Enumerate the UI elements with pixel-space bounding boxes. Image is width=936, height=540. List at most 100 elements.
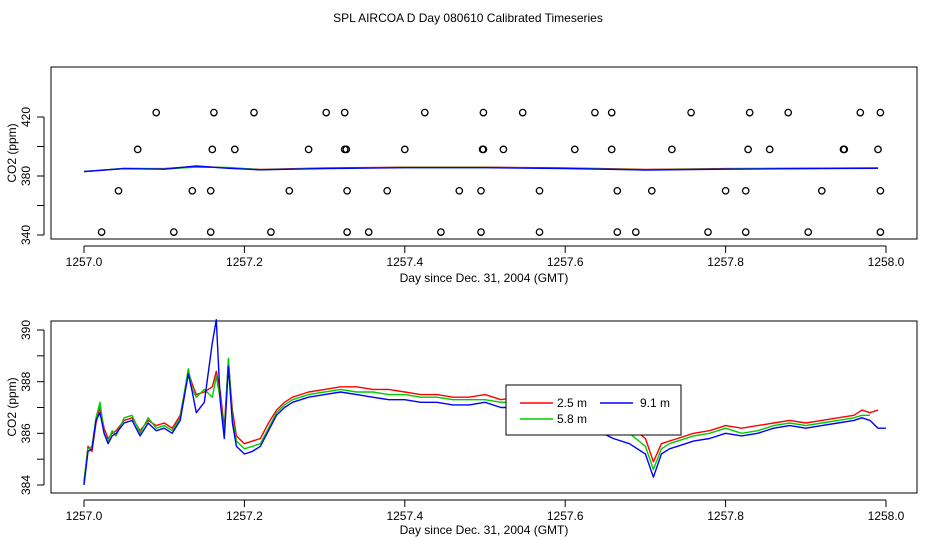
series-group-bottom bbox=[83, 319, 886, 486]
data-point-marker bbox=[267, 228, 275, 236]
data-point-marker bbox=[304, 145, 313, 154]
x-axis-label-bottom: Day since Dec. 31, 2004 (GMT) bbox=[400, 523, 569, 537]
data-point-marker bbox=[535, 228, 544, 236]
data-point-marker bbox=[343, 228, 351, 236]
data-point-marker bbox=[499, 145, 508, 154]
data-point-marker bbox=[613, 228, 622, 236]
data-point-marker bbox=[230, 145, 239, 154]
y-axis-label-top: CO2 (ppm) bbox=[5, 123, 19, 182]
data-point-marker bbox=[477, 228, 485, 236]
data-point-marker bbox=[804, 228, 813, 236]
data-point-marker bbox=[188, 186, 197, 195]
data-point-marker bbox=[342, 145, 351, 154]
y-axis-top: 340 380 420 bbox=[19, 107, 45, 245]
data-point-marker bbox=[133, 145, 142, 154]
data-point-marker bbox=[817, 186, 826, 195]
panel-top: 1257.0 1257.2 1257.4 1257.6 1257.8 1258.0 340… bbox=[5, 66, 918, 285]
x-tick-label: 1257.8 bbox=[707, 255, 744, 269]
series-line-red bbox=[83, 360, 879, 483]
data-point-marker bbox=[97, 228, 106, 236]
data-point-marker bbox=[206, 228, 215, 236]
data-point-marker bbox=[455, 186, 464, 195]
data-point-marker bbox=[876, 108, 885, 117]
legend: 2.5 m 9.1 m 5.8 m bbox=[505, 384, 682, 436]
plot-frame-bottom bbox=[50, 320, 918, 494]
x-axis-bottom: 1257.0 1257.2 1257.4 1257.6 1257.8 1258.0 bbox=[66, 499, 905, 523]
legend-label-red: 2.5 m bbox=[557, 396, 587, 410]
data-point-marker bbox=[479, 145, 488, 154]
x-tick-label: 1257.4 bbox=[386, 255, 423, 269]
data-point-marker bbox=[169, 228, 178, 236]
data-point-marker bbox=[437, 228, 445, 236]
x-axis-top: 1257.0 1257.2 1257.4 1257.6 1257.8 1258.0 bbox=[66, 245, 905, 269]
panel-bottom: 1257.0 1257.2 1257.4 1257.6 1257.8 1258.0 384… bbox=[5, 319, 918, 537]
x-axis-label-top: Day since Dec. 31, 2004 (GMT) bbox=[400, 271, 569, 285]
x-tick-label: 1257.2 bbox=[226, 255, 263, 269]
data-point-marker bbox=[668, 145, 676, 154]
x-tick-label: 1257.4 bbox=[386, 509, 423, 523]
chart-title: SPL AIRCOA D Day 080610 Calibrated Times… bbox=[333, 11, 603, 25]
data-point-marker bbox=[721, 186, 730, 195]
data-point-marker bbox=[874, 145, 882, 154]
data-point-marker bbox=[250, 108, 258, 117]
y-tick-label: 340 bbox=[19, 225, 33, 245]
data-point-marker bbox=[631, 228, 640, 236]
x-tick-label: 1257.2 bbox=[226, 509, 263, 523]
data-point-marker bbox=[591, 108, 599, 117]
y-tick-label: 384 bbox=[19, 475, 33, 495]
x-tick-label: 1257.8 bbox=[707, 509, 744, 523]
data-point-marker bbox=[322, 108, 331, 117]
y-tick-label: 386 bbox=[19, 423, 33, 443]
data-point-marker bbox=[364, 228, 373, 236]
legend-label-blue: 9.1 m bbox=[640, 396, 670, 410]
data-point-marker bbox=[152, 108, 161, 117]
data-point-marker bbox=[744, 145, 752, 154]
data-point-marker bbox=[210, 108, 218, 117]
x-tick-label: 1257.0 bbox=[66, 255, 103, 269]
y-tick-label: 380 bbox=[19, 166, 33, 186]
data-point-marker bbox=[704, 228, 712, 236]
data-point-marker bbox=[343, 186, 351, 195]
y-tick-label: 420 bbox=[19, 107, 33, 127]
data-point-marker bbox=[206, 186, 215, 195]
data-point-marker bbox=[607, 145, 616, 154]
data-point-marker bbox=[607, 108, 616, 117]
data-point-marker bbox=[570, 145, 579, 154]
x-tick-label: 1258.0 bbox=[868, 255, 905, 269]
y-axis-label-bottom: CO2 (ppm) bbox=[5, 377, 19, 436]
data-point-marker bbox=[876, 186, 885, 195]
data-point-marker bbox=[613, 186, 622, 195]
markers-group-top bbox=[97, 108, 885, 236]
data-point-marker bbox=[208, 145, 217, 154]
data-point-marker bbox=[784, 108, 793, 117]
data-point-marker bbox=[114, 186, 123, 195]
legend-box bbox=[505, 384, 682, 436]
data-point-marker bbox=[741, 186, 750, 195]
legend-label-green: 5.8 m bbox=[557, 412, 587, 426]
data-point-marker bbox=[856, 108, 865, 117]
data-point-marker bbox=[383, 186, 392, 195]
data-point-marker bbox=[535, 186, 544, 195]
data-point-marker bbox=[400, 145, 409, 154]
data-point-marker bbox=[479, 108, 488, 117]
data-point-marker bbox=[840, 145, 849, 154]
y-tick-label: 390 bbox=[19, 320, 33, 340]
series-group-top bbox=[83, 165, 879, 173]
data-point-marker bbox=[765, 145, 774, 154]
y-axis-bottom: 384 386 388 390 bbox=[19, 320, 45, 495]
data-point-marker bbox=[285, 186, 294, 195]
x-tick-label: 1257.6 bbox=[547, 255, 584, 269]
data-point-marker bbox=[876, 228, 885, 236]
x-tick-label: 1257.0 bbox=[66, 509, 103, 523]
y-tick-label: 388 bbox=[19, 371, 33, 391]
data-point-marker bbox=[687, 108, 695, 117]
data-point-marker bbox=[741, 228, 750, 236]
data-point-marker bbox=[647, 186, 656, 195]
data-point-marker bbox=[420, 108, 429, 117]
x-tick-label: 1258.0 bbox=[868, 509, 905, 523]
data-point-marker bbox=[518, 108, 527, 117]
x-tick-label: 1257.6 bbox=[547, 509, 584, 523]
series-line-blue bbox=[83, 319, 886, 486]
series-line-green bbox=[83, 357, 870, 480]
